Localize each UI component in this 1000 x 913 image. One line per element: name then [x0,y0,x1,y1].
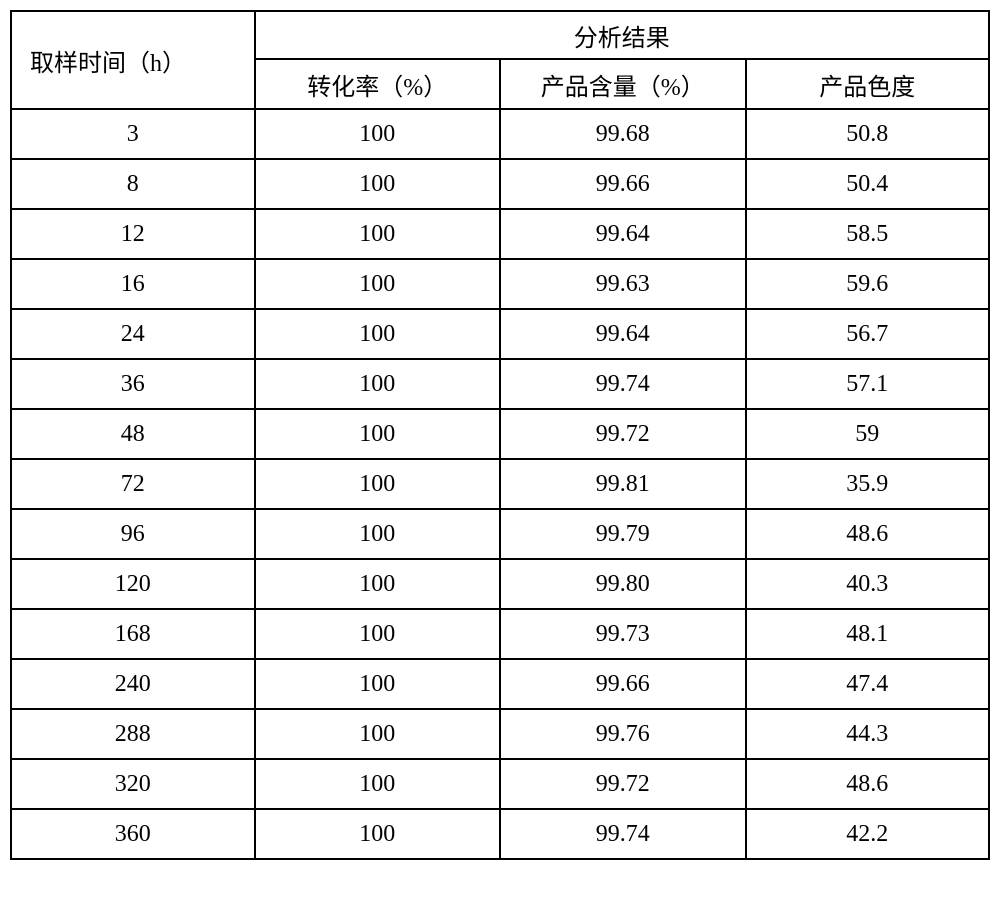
cell-product-color: 48.1 [746,609,989,659]
header-product-content: 产品含量（%） [500,59,746,109]
cell-product-color: 47.4 [746,659,989,709]
table-row: 810099.6650.4 [11,159,989,209]
cell-product-content: 99.72 [500,759,746,809]
cell-product-color: 35.9 [746,459,989,509]
cell-product-content: 99.66 [500,159,746,209]
cell-sampling-time: 120 [11,559,255,609]
header-analysis-results-group: 分析结果 [255,11,989,59]
cell-product-color: 48.6 [746,759,989,809]
cell-product-content: 99.73 [500,609,746,659]
cell-conversion-rate: 100 [255,359,501,409]
cell-conversion-rate: 100 [255,759,501,809]
cell-product-content: 99.81 [500,459,746,509]
table-row: 16810099.7348.1 [11,609,989,659]
cell-product-content: 99.76 [500,709,746,759]
table-row: 28810099.7644.3 [11,709,989,759]
cell-sampling-time: 48 [11,409,255,459]
cell-product-color: 48.6 [746,509,989,559]
cell-conversion-rate: 100 [255,709,501,759]
table-body: 310099.6850.8810099.6650.41210099.6458.5… [11,109,989,859]
header-row-1: 取样时间（h） 分析结果 [11,11,989,59]
cell-product-color: 50.4 [746,159,989,209]
cell-product-color: 58.5 [746,209,989,259]
cell-sampling-time: 320 [11,759,255,809]
cell-product-content: 99.64 [500,209,746,259]
table-row: 24010099.6647.4 [11,659,989,709]
cell-product-color: 59.6 [746,259,989,309]
cell-product-color: 40.3 [746,559,989,609]
cell-product-content: 99.74 [500,809,746,859]
table-row: 310099.6850.8 [11,109,989,159]
cell-sampling-time: 3 [11,109,255,159]
cell-product-color: 57.1 [746,359,989,409]
table-row: 9610099.7948.6 [11,509,989,559]
cell-product-color: 50.8 [746,109,989,159]
cell-sampling-time: 240 [11,659,255,709]
table-row: 1610099.6359.6 [11,259,989,309]
table-row: 4810099.7259 [11,409,989,459]
cell-product-content: 99.66 [500,659,746,709]
cell-sampling-time: 72 [11,459,255,509]
cell-sampling-time: 16 [11,259,255,309]
cell-conversion-rate: 100 [255,159,501,209]
cell-product-content: 99.74 [500,359,746,409]
table-row: 7210099.8135.9 [11,459,989,509]
cell-product-content: 99.79 [500,509,746,559]
table-header: 取样时间（h） 分析结果 转化率（%） 产品含量（%） 产品色度 [11,11,989,109]
cell-product-content: 99.68 [500,109,746,159]
header-product-color: 产品色度 [746,59,989,109]
cell-product-color: 56.7 [746,309,989,359]
cell-sampling-time: 8 [11,159,255,209]
cell-conversion-rate: 100 [255,659,501,709]
cell-conversion-rate: 100 [255,809,501,859]
cell-product-color: 42.2 [746,809,989,859]
cell-sampling-time: 288 [11,709,255,759]
cell-conversion-rate: 100 [255,459,501,509]
cell-sampling-time: 24 [11,309,255,359]
table-row: 2410099.6456.7 [11,309,989,359]
cell-conversion-rate: 100 [255,509,501,559]
cell-conversion-rate: 100 [255,609,501,659]
analysis-results-table: 取样时间（h） 分析结果 转化率（%） 产品含量（%） 产品色度 310099.… [10,10,990,860]
table-row: 12010099.8040.3 [11,559,989,609]
table-row: 3610099.7457.1 [11,359,989,409]
cell-conversion-rate: 100 [255,559,501,609]
cell-conversion-rate: 100 [255,209,501,259]
table-row: 36010099.7442.2 [11,809,989,859]
cell-product-color: 44.3 [746,709,989,759]
cell-sampling-time: 360 [11,809,255,859]
header-conversion-rate: 转化率（%） [255,59,501,109]
table-row: 32010099.7248.6 [11,759,989,809]
cell-sampling-time: 96 [11,509,255,559]
cell-conversion-rate: 100 [255,109,501,159]
cell-conversion-rate: 100 [255,259,501,309]
cell-product-content: 99.72 [500,409,746,459]
cell-sampling-time: 168 [11,609,255,659]
cell-sampling-time: 36 [11,359,255,409]
cell-conversion-rate: 100 [255,409,501,459]
cell-product-content: 99.63 [500,259,746,309]
cell-product-content: 99.80 [500,559,746,609]
table-row: 1210099.6458.5 [11,209,989,259]
cell-product-color: 59 [746,409,989,459]
cell-product-content: 99.64 [500,309,746,359]
cell-conversion-rate: 100 [255,309,501,359]
header-sampling-time: 取样时间（h） [11,11,255,109]
cell-sampling-time: 12 [11,209,255,259]
